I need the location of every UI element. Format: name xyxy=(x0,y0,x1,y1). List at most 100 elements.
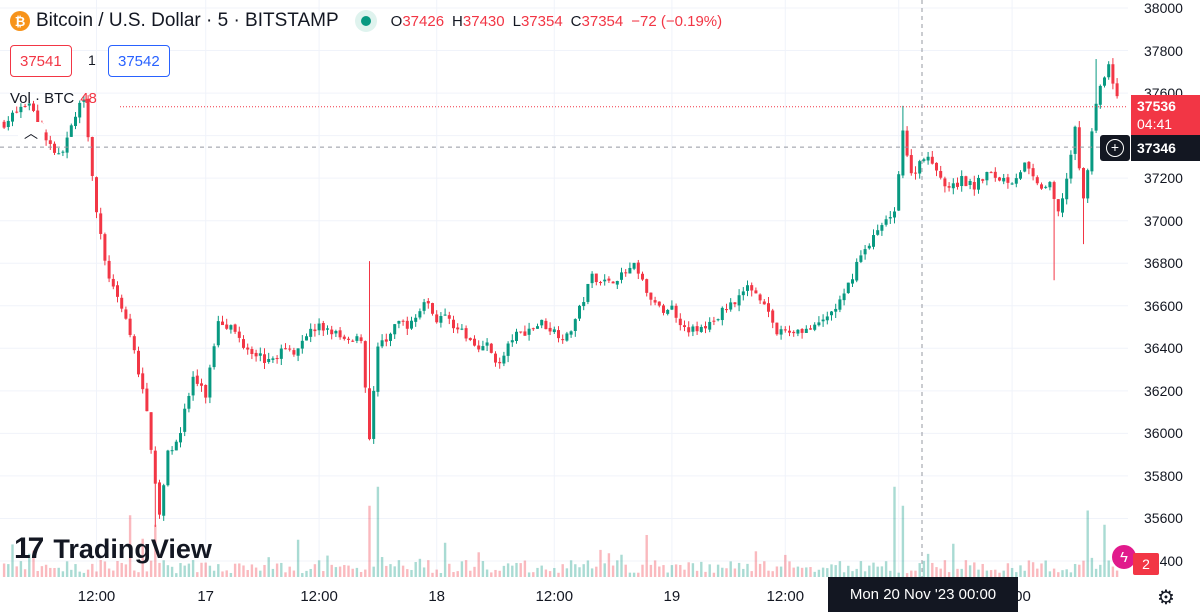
candle-body xyxy=(741,291,745,296)
volume-bar xyxy=(754,551,758,577)
volume-bar xyxy=(1002,570,1005,577)
candle-body xyxy=(65,137,69,153)
candle-body xyxy=(1052,182,1056,199)
candle-body xyxy=(1006,177,1010,183)
volume-bar xyxy=(1090,557,1094,577)
candle-body xyxy=(842,293,846,301)
volume-bar xyxy=(149,560,153,577)
candle-body xyxy=(956,182,959,187)
candle-body xyxy=(397,320,401,324)
volume-bar xyxy=(964,560,968,577)
candle-body xyxy=(149,412,153,450)
candle-body xyxy=(1056,199,1060,212)
volume-bar xyxy=(368,505,371,577)
candle-body xyxy=(1098,85,1102,105)
volume-bar xyxy=(716,564,720,577)
candle-body xyxy=(1115,83,1119,97)
candle-body xyxy=(1069,154,1073,179)
volume-bar xyxy=(511,565,514,577)
volume-bar xyxy=(364,569,367,577)
candle-body xyxy=(901,130,905,176)
volume-bar xyxy=(553,568,556,577)
candle-body xyxy=(544,320,548,330)
tradingview-watermark[interactable]: 17 TradingView xyxy=(14,532,212,566)
collapse-legend-chevron-up-icon[interactable]: ︿ xyxy=(18,122,44,144)
candle-body xyxy=(641,273,644,280)
candle-body xyxy=(124,309,128,319)
volume-bar xyxy=(737,562,741,577)
candle-body xyxy=(683,325,686,328)
volume-bar xyxy=(91,563,94,577)
volume-bar xyxy=(985,570,989,577)
candle-body xyxy=(485,342,489,346)
candle-body xyxy=(1023,162,1027,172)
volume-bar xyxy=(443,542,447,577)
candle-body xyxy=(590,273,594,284)
candle-body xyxy=(548,327,552,332)
candle-body xyxy=(712,320,716,322)
volume-bar xyxy=(641,564,644,577)
candle-body xyxy=(246,347,250,350)
volume-bar xyxy=(897,572,900,577)
candle-body xyxy=(935,162,938,171)
candle-body xyxy=(305,336,308,341)
candle-body xyxy=(1107,64,1111,78)
symbol-title[interactable]: Bitcoin / U.S. Dollar · 5 · BITSTAMP xyxy=(36,10,339,31)
candle-body xyxy=(351,340,355,342)
volume-bar xyxy=(893,486,896,577)
candle-body xyxy=(1111,64,1115,84)
sell-price-button[interactable]: 37541 xyxy=(10,45,72,77)
volume-bar xyxy=(838,561,842,577)
volume-bar xyxy=(1103,524,1106,577)
volume-bar xyxy=(414,562,417,577)
candle-body xyxy=(947,186,951,188)
candle-body xyxy=(431,303,434,314)
volume-bar xyxy=(490,572,493,577)
candle-body xyxy=(19,106,23,113)
candle-body xyxy=(939,171,943,178)
volume-bar xyxy=(217,564,220,577)
volume-bar xyxy=(1069,572,1073,577)
volume-bar xyxy=(502,565,506,577)
volume-bar xyxy=(1115,570,1119,577)
volume-bar xyxy=(347,565,350,577)
candle-body xyxy=(981,179,985,181)
volume-bar xyxy=(561,564,564,577)
volume-legend[interactable]: Vol · BTC 48 xyxy=(10,90,97,107)
candle-body xyxy=(750,285,754,291)
ohlc-low: L37354 xyxy=(512,12,563,30)
candle-body xyxy=(439,316,443,323)
volume-bar xyxy=(674,564,678,577)
volume-bar xyxy=(939,568,942,577)
volume-bar xyxy=(238,563,241,577)
candle-body xyxy=(565,333,569,341)
candle-body xyxy=(393,324,397,335)
volume-bar xyxy=(880,566,884,577)
add-alert-plus-icon[interactable]: + xyxy=(1100,135,1130,161)
volume-bar xyxy=(401,565,405,577)
volume-bar xyxy=(624,564,627,577)
candle-body xyxy=(275,358,279,360)
volume-bar xyxy=(599,549,602,577)
volume-bar xyxy=(742,568,745,577)
candle-body xyxy=(851,279,854,284)
volume-bar xyxy=(284,572,287,577)
gear-icon[interactable]: ⚙ xyxy=(1157,587,1175,609)
candle-body xyxy=(166,450,170,486)
candle-body xyxy=(460,328,464,330)
volume-bar xyxy=(952,543,955,577)
volume-bar xyxy=(296,539,300,577)
candle-body xyxy=(195,375,199,384)
volume-bar xyxy=(439,573,443,577)
lightning-alert-icon[interactable]: ϟ xyxy=(1112,545,1136,569)
candle-body xyxy=(943,178,947,187)
candle-body xyxy=(221,321,224,326)
volume-bar xyxy=(922,560,926,577)
volume-bar xyxy=(721,567,724,577)
alerts-count-badge[interactable]: 2 xyxy=(1133,553,1159,575)
candle-body xyxy=(800,329,804,333)
volume-bar xyxy=(989,570,993,577)
candle-body xyxy=(498,361,502,364)
buy-price-button[interactable]: 37542 xyxy=(108,45,170,77)
